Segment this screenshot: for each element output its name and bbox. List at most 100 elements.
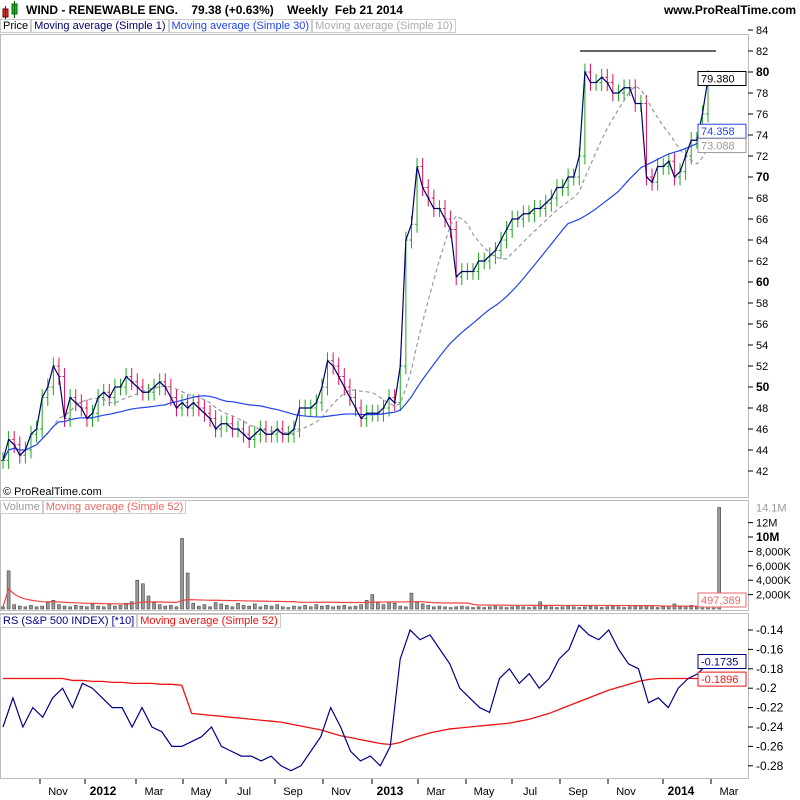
volume-tick-label: 8,000K <box>756 546 792 558</box>
volume-bar <box>163 605 168 610</box>
volume-bar <box>225 605 229 610</box>
time-label: 2013 <box>377 784 404 798</box>
volume-bar <box>487 606 492 610</box>
volume-bar <box>521 606 526 610</box>
volume-bar <box>678 606 682 610</box>
time-label: 2012 <box>90 784 117 798</box>
volume-bar <box>34 606 39 610</box>
volume-bar <box>476 606 481 610</box>
volume-bar <box>51 600 56 610</box>
volume-bar <box>68 606 72 610</box>
volume-bar <box>616 606 621 610</box>
volume-bar <box>583 606 587 610</box>
volume-bar <box>101 606 106 610</box>
volume-bar <box>325 605 330 610</box>
time-label: Mar <box>145 786 164 798</box>
volume-max-label: 14.1M <box>756 502 787 514</box>
legend-volume-ma[interactable]: Moving average (Simple 52) <box>42 500 187 514</box>
volume-bar <box>331 606 335 610</box>
volume-bar <box>672 603 677 610</box>
volume-bar <box>448 607 453 610</box>
price-tick-label: 62 <box>756 256 768 268</box>
ma10-label: 73.088 <box>701 141 735 153</box>
volume-tick-label: 4,000K <box>756 575 792 587</box>
legend-volume[interactable]: Volume <box>0 500 43 514</box>
volume-bar <box>717 507 721 610</box>
volume-bar <box>129 601 134 610</box>
time-label: Jul <box>237 786 251 798</box>
volume-bar <box>381 604 386 610</box>
volume-bar <box>230 606 235 610</box>
volume-bar <box>23 606 28 610</box>
legend-ma10[interactable]: Moving average (Simple 10) <box>312 19 456 33</box>
volume-bar <box>169 605 173 610</box>
volume-tick-label: 10M <box>756 530 779 544</box>
volume-bar <box>404 606 408 610</box>
price-panel <box>0 34 749 498</box>
volume-bar <box>538 601 542 610</box>
volume-bar <box>706 603 710 610</box>
rs-tick-label: -0.28 <box>756 759 784 773</box>
volume-bar <box>62 605 67 610</box>
volume-bar <box>465 606 470 610</box>
volume-ma-line <box>2 587 720 608</box>
volume-bar <box>303 605 307 610</box>
volume-bar <box>667 605 671 610</box>
site-link[interactable]: www.ProRealTime.com <box>663 3 796 17</box>
volume-bar <box>493 605 498 610</box>
rs-line <box>2 624 709 772</box>
time-label: Nov <box>48 786 68 798</box>
ma10-label-box <box>697 138 747 154</box>
volume-bar <box>185 572 190 610</box>
volume-bar <box>549 606 554 610</box>
legend-ma1[interactable]: Moving average (Simple 1) <box>31 19 169 33</box>
volume-bar <box>655 607 660 610</box>
volume-bar <box>711 602 716 610</box>
time-label: Nov <box>331 786 351 798</box>
rs-tick-label: -0.22 <box>756 701 784 715</box>
volume-bar <box>191 602 196 610</box>
volume-tick-label: 6,000K <box>756 561 792 573</box>
time-label: Jul <box>523 786 537 798</box>
legend-ma30[interactable]: Moving average (Simple 30) <box>168 19 313 33</box>
volume-bar <box>364 600 369 610</box>
volume-bar <box>622 607 626 610</box>
volume-bar <box>392 602 397 610</box>
volume-bar <box>605 606 610 610</box>
price-tick-label: 64 <box>756 235 768 247</box>
rs-tick-label: -0.18 <box>756 662 784 676</box>
volume-bar <box>90 603 95 610</box>
volume-bar <box>247 605 251 610</box>
price-tick-label: 60 <box>756 275 770 289</box>
price-tick-label: 76 <box>756 109 768 121</box>
volume-bar <box>197 605 201 610</box>
volume-bar <box>426 605 431 610</box>
volume-bar <box>314 604 319 610</box>
volume-bar <box>353 605 358 610</box>
legend-rs[interactable]: RS (S&P 500 INDEX) [*10] <box>0 614 138 628</box>
legend-rs-ma[interactable]: Moving average (Simple 52) <box>137 614 281 628</box>
volume-bar <box>6 570 11 610</box>
price-tick-label: 52 <box>756 361 768 373</box>
volume-bar <box>286 607 291 610</box>
copyright: © ProRealTime.com <box>3 486 102 498</box>
volume-bar <box>241 605 246 610</box>
legend-price[interactable]: Price <box>0 19 32 33</box>
volume-ma-label: 497,389 <box>701 595 741 607</box>
volume-bar <box>208 606 212 610</box>
volume-bar <box>555 607 559 610</box>
volume-bar <box>560 606 565 610</box>
volume-bar <box>141 583 145 610</box>
volume-bar <box>504 607 509 610</box>
volume-bar <box>113 605 117 610</box>
volume-bar <box>96 605 100 610</box>
volume-bar <box>359 604 363 610</box>
volume-legend: Volume Moving average (Simple 52) <box>0 500 187 514</box>
volume-bar <box>17 605 22 610</box>
volume-bar <box>543 605 548 610</box>
volume-bar <box>695 606 699 610</box>
volume-bar <box>387 601 391 610</box>
rs-tick-label: -0.16 <box>756 642 784 656</box>
volume-bar <box>73 605 78 610</box>
